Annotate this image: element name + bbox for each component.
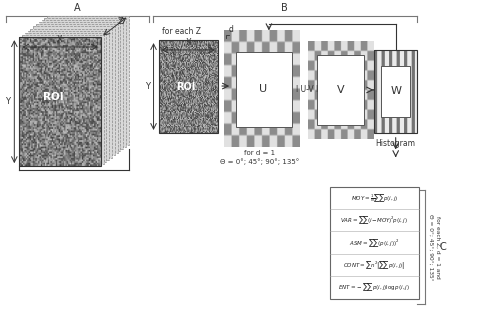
Text: ROI: ROI xyxy=(176,82,195,91)
Text: $MOY = \frac{1}{N}\sum\!\sum p(i,j)$: $MOY = \frac{1}{N}\sum\!\sum p(i,j)$ xyxy=(350,192,398,204)
Bar xyxy=(44,18,126,147)
Bar xyxy=(374,50,417,133)
Text: Y: Y xyxy=(144,82,150,91)
Bar xyxy=(36,24,117,153)
Text: $ASM = \sum\!\sum (p(i,j))^2$: $ASM = \sum\!\sum (p(i,j))^2$ xyxy=(349,237,400,249)
Bar xyxy=(22,35,103,164)
Text: d: d xyxy=(228,25,234,34)
Bar xyxy=(25,33,106,162)
Text: $ENT = -\sum\!\sum p(i,j)\log p(i,j)$: $ENT = -\sum\!\sum p(i,j)\log p(i,j)$ xyxy=(338,282,410,294)
Bar xyxy=(20,37,101,166)
Text: Z: Z xyxy=(118,16,124,25)
Text: C: C xyxy=(440,242,446,252)
Bar xyxy=(28,31,109,160)
Text: B: B xyxy=(282,3,288,13)
Bar xyxy=(316,55,364,125)
Bar xyxy=(382,65,410,117)
Text: $CONT = \sum n^2\!\left|\sum\!\sum p(i,j)\right|$: $CONT = \sum n^2\!\left|\sum\!\sum p(i,j… xyxy=(343,259,406,271)
Text: X: X xyxy=(57,35,63,44)
Text: U: U xyxy=(259,84,267,95)
Text: I U-V I: I U-V I xyxy=(296,86,318,95)
Text: for each Z, d = 1 and
Θ = 0°; 45°; 90°; 135°: for each Z, d = 1 and Θ = 0°; 45°; 90°; … xyxy=(428,214,440,281)
Text: Y: Y xyxy=(6,97,10,106)
Bar xyxy=(33,26,115,155)
Text: $VAR = \sum\!\sum (i\!-\!MOY)^2\!p(i,j)$: $VAR = \sum\!\sum (i\!-\!MOY)^2\!p(i,j)$ xyxy=(340,215,408,226)
Text: V: V xyxy=(336,85,344,95)
Bar xyxy=(39,22,120,151)
Text: Histogram: Histogram xyxy=(376,139,416,148)
Bar xyxy=(30,29,112,157)
Bar xyxy=(236,52,292,127)
Text: X: X xyxy=(186,38,191,47)
Bar xyxy=(330,187,419,299)
Text: W: W xyxy=(390,86,401,96)
Bar xyxy=(47,16,128,144)
Text: for d = 1
Θ = 0°; 45°; 90°; 135°: for d = 1 Θ = 0°; 45°; 90°; 135° xyxy=(220,150,300,166)
Bar xyxy=(158,40,218,133)
Bar xyxy=(42,20,123,149)
Text: ROI: ROI xyxy=(43,91,64,101)
Text: for each Z: for each Z xyxy=(162,27,202,36)
Text: A: A xyxy=(74,3,80,13)
